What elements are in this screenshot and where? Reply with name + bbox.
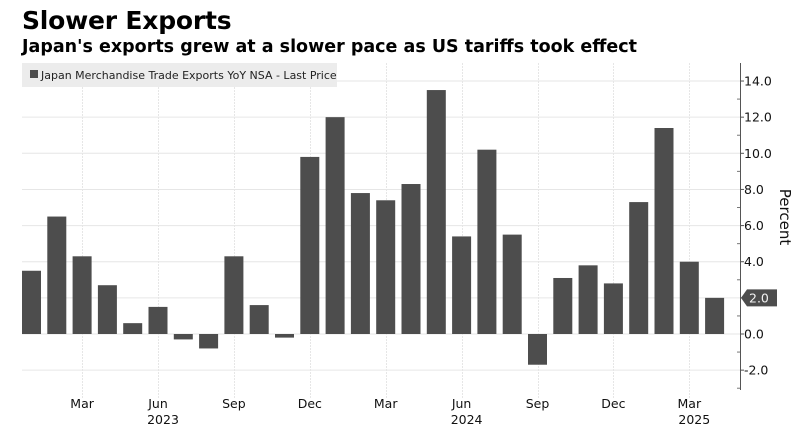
x-tick-label: Mar [678,396,702,411]
legend-swatch [30,70,38,78]
bar-2023-10 [249,305,269,334]
x-tick-label: Mar [374,396,398,411]
bar-2024-10 [553,277,573,334]
bar-2023-07 [173,334,193,340]
bar-2023-06 [148,306,168,334]
x-year-label: 2025 [678,412,710,426]
y-tick-label: 0.0 [744,327,764,342]
bar-2023-12 [300,156,320,334]
bar-2024-02 [350,193,370,334]
bar-2024-07 [477,149,497,334]
bar-2023-03 [72,256,92,334]
y-tick-label: -2.0 [744,363,768,378]
y-tick-label: 10.0 [744,146,772,161]
bar-2024-01 [325,117,345,334]
legend-label: Japan Merchandise Trade Exports YoY NSA … [40,69,337,82]
x-tick-label: Sep [526,396,550,411]
y-tick-label: 12.0 [744,110,772,125]
bars [22,90,725,365]
legend-background [22,63,337,87]
bar-2023-11 [275,334,294,338]
last-value-label: 2.0 [749,290,769,305]
x-tick-label: Mar [70,396,94,411]
last-value-badge-shape [741,289,777,307]
bar-2024-05 [426,90,446,335]
chart-title: Slower Exports [22,6,232,35]
bar-2025-02 [654,128,674,334]
y-tick-label: 6.0 [744,218,764,233]
bar-2023-09 [224,256,244,334]
x-tick-label: Dec [601,396,625,411]
y-tick-label: 4.0 [744,254,764,269]
bar-2025-01 [629,202,649,334]
legend: Japan Merchandise Trade Exports YoY NSA … [22,63,337,87]
x-tick-label: Dec [298,396,322,411]
y-tick-label: 8.0 [744,182,764,197]
bar-2023-08 [199,334,219,349]
y-axis-title: Percent [776,189,794,246]
bar-2025-04 [705,297,725,334]
bar-2024-09 [528,334,547,365]
bar-2023-01 [22,270,41,334]
y-tick-label: 14.0 [744,74,772,89]
x-tick-label: Jun [147,396,168,411]
x-tick-label: Jun [451,396,472,411]
y-axis: 14.0 12.0 10.0 8.0 6.0 4.0 2.0 0.0 -2.0 [737,63,772,390]
bar-2023-02 [47,216,67,334]
bar-2024-11 [578,265,598,334]
last-value-badge: 2.0 [741,289,777,307]
x-year-label: 2024 [451,412,483,426]
bar-2023-05 [123,323,143,334]
x-year-label: 2023 [147,412,179,426]
bar-2025-03 [679,261,699,334]
chart-subtitle: Japan's exports grew at a slower pace as… [22,37,638,57]
bar-2024-04 [401,184,421,334]
bar-2024-06 [452,236,472,334]
bar-2024-08 [502,234,522,334]
x-tick-label: Sep [222,396,246,411]
bar-2024-03 [376,200,396,334]
bar-2023-04 [97,285,117,334]
bar-2024-12 [603,283,623,334]
